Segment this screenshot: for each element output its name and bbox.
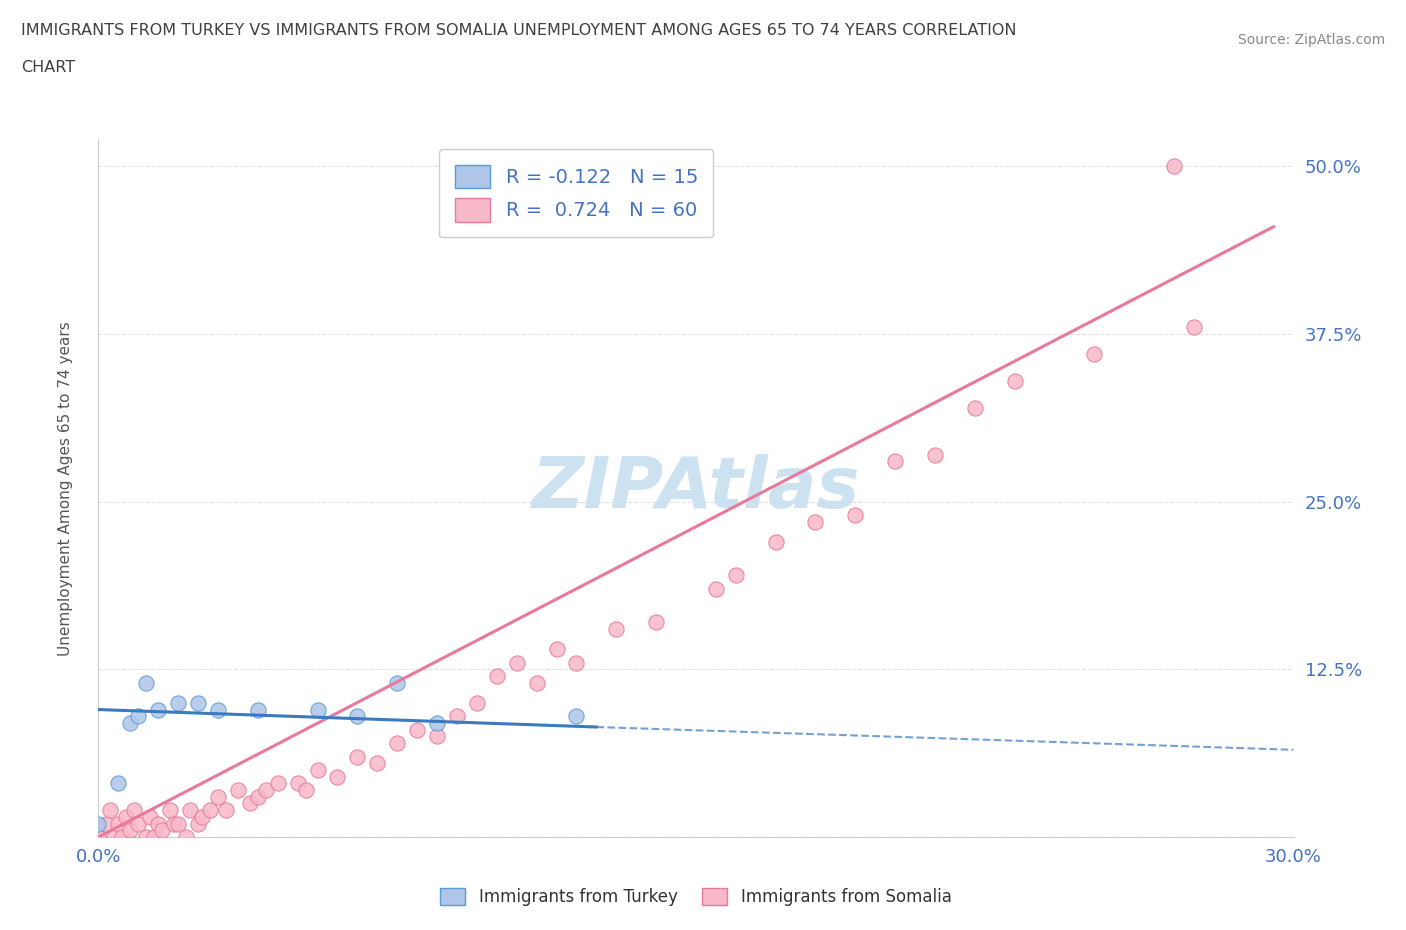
Point xyxy=(127,709,149,724)
Point xyxy=(226,783,249,798)
Point xyxy=(844,508,866,523)
Point xyxy=(167,817,190,831)
Point xyxy=(1004,374,1026,389)
Point xyxy=(506,656,529,671)
Point xyxy=(107,817,129,831)
Point xyxy=(307,702,329,717)
Point xyxy=(426,729,449,744)
Text: Source: ZipAtlas.com: Source: ZipAtlas.com xyxy=(1237,33,1385,46)
Point xyxy=(884,454,907,469)
Point xyxy=(724,568,747,583)
Point xyxy=(167,696,190,711)
Point xyxy=(215,803,238,817)
Point xyxy=(127,817,149,831)
Point xyxy=(207,702,229,717)
Point xyxy=(385,736,409,751)
Point xyxy=(963,400,986,415)
Point xyxy=(565,656,588,671)
Point xyxy=(143,830,166,844)
Point xyxy=(346,709,368,724)
Point xyxy=(135,675,157,690)
Point xyxy=(565,709,588,724)
Point xyxy=(239,796,262,811)
Point xyxy=(1182,320,1205,335)
Text: ZIPAtlas: ZIPAtlas xyxy=(531,454,860,523)
Point xyxy=(150,823,173,838)
Point xyxy=(87,830,110,844)
Point xyxy=(704,581,727,596)
Point xyxy=(924,447,946,462)
Point xyxy=(159,803,181,817)
Point xyxy=(385,675,409,690)
Point xyxy=(546,642,568,657)
Point xyxy=(346,749,368,764)
Point xyxy=(246,702,269,717)
Point xyxy=(254,783,277,798)
Point xyxy=(111,830,134,844)
Point xyxy=(446,709,468,724)
Point xyxy=(163,817,186,831)
Point xyxy=(246,790,269,804)
Point xyxy=(294,783,316,798)
Text: CHART: CHART xyxy=(21,60,75,75)
Point xyxy=(465,696,488,711)
Point xyxy=(426,715,449,730)
Point xyxy=(605,621,627,636)
Y-axis label: Unemployment Among Ages 65 to 74 years: Unemployment Among Ages 65 to 74 years xyxy=(59,321,73,656)
Point xyxy=(406,723,429,737)
Point xyxy=(124,803,146,817)
Legend: Immigrants from Turkey, Immigrants from Somalia: Immigrants from Turkey, Immigrants from … xyxy=(433,881,959,912)
Point xyxy=(207,790,229,804)
Point xyxy=(526,675,548,690)
Point xyxy=(198,803,221,817)
Point xyxy=(267,776,290,790)
Point xyxy=(87,817,110,831)
Point xyxy=(485,669,508,684)
Point xyxy=(191,809,214,824)
Point xyxy=(765,535,787,550)
Point xyxy=(135,830,157,844)
Point xyxy=(366,756,388,771)
Point xyxy=(107,776,129,790)
Point xyxy=(187,817,209,831)
Point xyxy=(307,763,329,777)
Point xyxy=(139,809,162,824)
Point xyxy=(103,830,125,844)
Point xyxy=(187,696,209,711)
Point xyxy=(120,715,142,730)
Point xyxy=(115,809,138,824)
Point xyxy=(148,702,170,717)
Point xyxy=(174,830,197,844)
Point xyxy=(326,769,349,784)
Point xyxy=(120,823,142,838)
Point xyxy=(100,803,122,817)
Point xyxy=(96,817,118,831)
Point xyxy=(1083,347,1105,362)
Text: IMMIGRANTS FROM TURKEY VS IMMIGRANTS FROM SOMALIA UNEMPLOYMENT AMONG AGES 65 TO : IMMIGRANTS FROM TURKEY VS IMMIGRANTS FRO… xyxy=(21,23,1017,38)
Legend: R = -0.122   N = 15, R =  0.724   N = 60: R = -0.122 N = 15, R = 0.724 N = 60 xyxy=(440,149,713,237)
Point xyxy=(179,803,201,817)
Point xyxy=(148,817,170,831)
Point xyxy=(645,615,668,630)
Point xyxy=(1163,159,1185,174)
Point xyxy=(804,514,827,529)
Point xyxy=(287,776,309,790)
